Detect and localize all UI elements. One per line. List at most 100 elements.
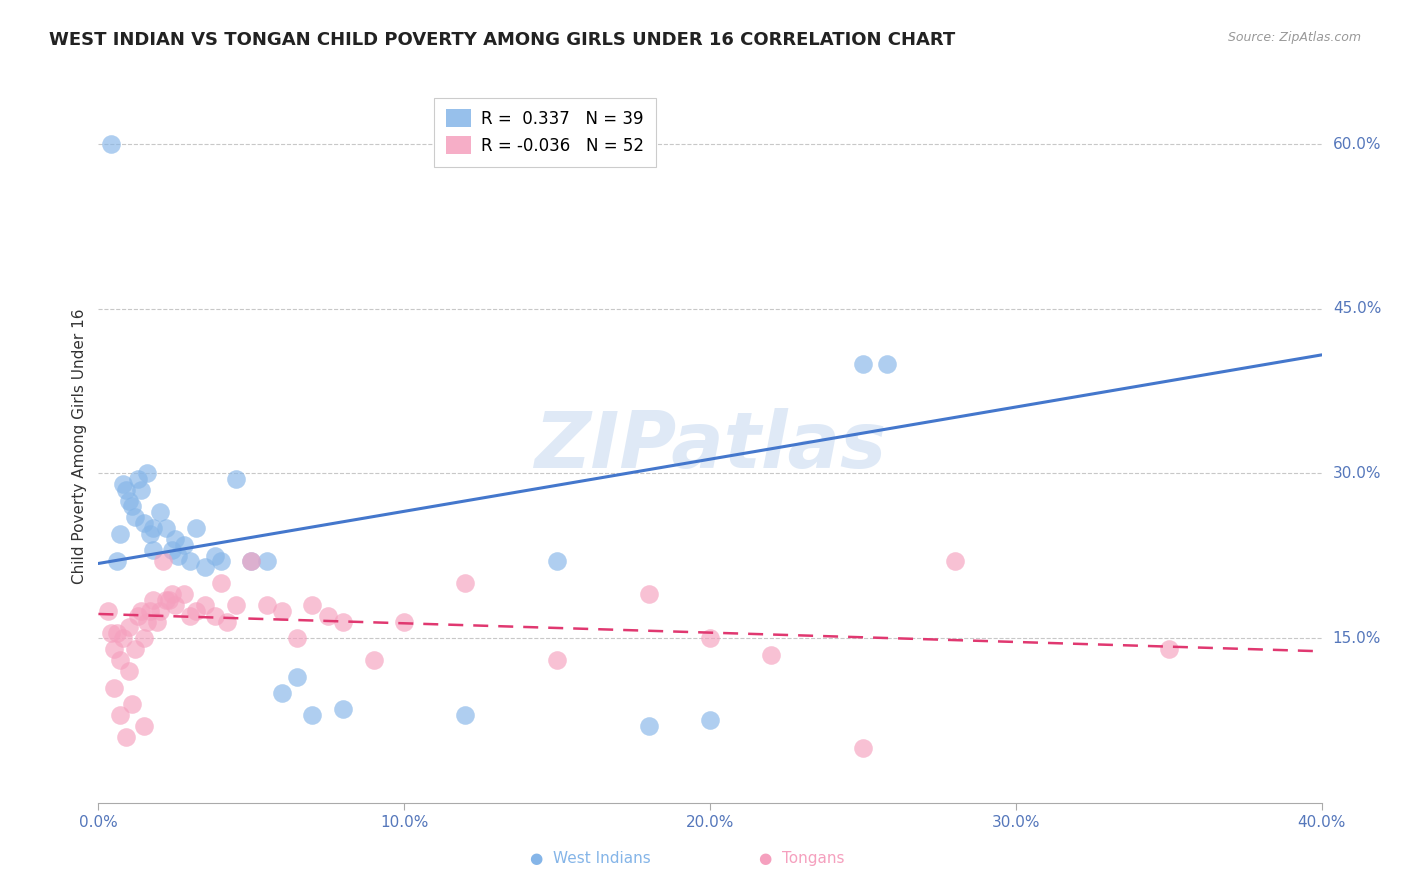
Point <box>215 615 238 629</box>
Point <box>194 559 217 574</box>
Text: 45.0%: 45.0% <box>1333 301 1381 317</box>
Point <box>108 526 131 541</box>
Point <box>194 598 217 612</box>
Point <box>103 642 125 657</box>
Point <box>225 472 247 486</box>
Y-axis label: Child Poverty Among Girls Under 16: Child Poverty Among Girls Under 16 <box>72 309 87 583</box>
Point <box>103 681 125 695</box>
Point <box>127 609 149 624</box>
Point <box>149 505 172 519</box>
Point <box>157 592 180 607</box>
Point <box>136 467 159 481</box>
Point <box>160 587 183 601</box>
Point <box>108 708 131 723</box>
Point <box>129 483 152 497</box>
Point <box>454 576 477 591</box>
Point <box>209 554 232 568</box>
Text: 30.0%: 30.0% <box>1333 466 1381 481</box>
Point <box>134 631 156 645</box>
Point <box>142 521 165 535</box>
Point <box>256 598 278 612</box>
Text: ●  West Indians: ● West Indians <box>530 852 651 866</box>
Point <box>240 554 263 568</box>
Point <box>127 472 149 486</box>
Point <box>149 604 172 618</box>
Point <box>392 615 416 629</box>
Point <box>301 708 323 723</box>
Point <box>270 604 292 618</box>
Point <box>173 538 195 552</box>
Point <box>546 653 568 667</box>
Point <box>129 604 152 618</box>
Point <box>105 554 128 568</box>
Point <box>134 516 156 530</box>
Point <box>100 625 122 640</box>
Point <box>111 631 134 645</box>
Point <box>943 554 966 568</box>
Text: 60.0%: 60.0% <box>1333 136 1381 152</box>
Point <box>108 653 131 667</box>
Point <box>852 357 875 371</box>
Point <box>152 554 174 568</box>
Point <box>637 587 661 601</box>
Point <box>167 549 190 563</box>
Point <box>301 598 323 612</box>
Point <box>332 615 354 629</box>
Point <box>285 631 308 645</box>
Point <box>186 521 208 535</box>
Point <box>256 554 278 568</box>
Point <box>124 510 146 524</box>
Point <box>155 521 177 535</box>
Point <box>124 642 146 657</box>
Point <box>118 620 141 634</box>
Text: ZIPatlas: ZIPatlas <box>534 408 886 484</box>
Point <box>225 598 247 612</box>
Point <box>637 719 661 733</box>
Legend: R =  0.337   N = 39, R = -0.036   N = 52: R = 0.337 N = 39, R = -0.036 N = 52 <box>434 97 655 167</box>
Point <box>454 708 477 723</box>
Point <box>699 714 721 728</box>
Point <box>136 615 159 629</box>
Point <box>163 598 186 612</box>
Point <box>270 686 292 700</box>
Point <box>139 526 162 541</box>
Point <box>115 483 138 497</box>
Point <box>209 576 232 591</box>
Point <box>876 357 898 371</box>
Point <box>160 543 183 558</box>
Point <box>852 740 875 755</box>
Point <box>121 500 143 514</box>
Point <box>1157 642 1180 657</box>
Point <box>363 653 385 667</box>
Point <box>240 554 263 568</box>
Point <box>145 615 167 629</box>
Point <box>173 587 195 601</box>
Point <box>142 592 165 607</box>
Point <box>105 625 128 640</box>
Point <box>155 592 177 607</box>
Text: Source: ZipAtlas.com: Source: ZipAtlas.com <box>1227 31 1361 45</box>
Point <box>699 631 721 645</box>
Point <box>759 648 782 662</box>
Point <box>546 554 568 568</box>
Point <box>163 533 186 547</box>
Point <box>142 543 165 558</box>
Point <box>118 664 141 678</box>
Text: ●  Tongans: ● Tongans <box>759 852 844 866</box>
Point <box>139 604 162 618</box>
Point <box>118 494 141 508</box>
Point <box>179 554 201 568</box>
Text: 15.0%: 15.0% <box>1333 631 1381 646</box>
Point <box>115 730 138 744</box>
Point <box>285 669 308 683</box>
Point <box>179 609 201 624</box>
Point <box>316 609 339 624</box>
Point <box>204 609 226 624</box>
Text: WEST INDIAN VS TONGAN CHILD POVERTY AMONG GIRLS UNDER 16 CORRELATION CHART: WEST INDIAN VS TONGAN CHILD POVERTY AMON… <box>49 31 956 49</box>
Point <box>204 549 226 563</box>
Point <box>97 604 120 618</box>
Point <box>332 702 354 716</box>
Point <box>134 719 156 733</box>
Point <box>121 697 143 711</box>
Point <box>186 604 208 618</box>
